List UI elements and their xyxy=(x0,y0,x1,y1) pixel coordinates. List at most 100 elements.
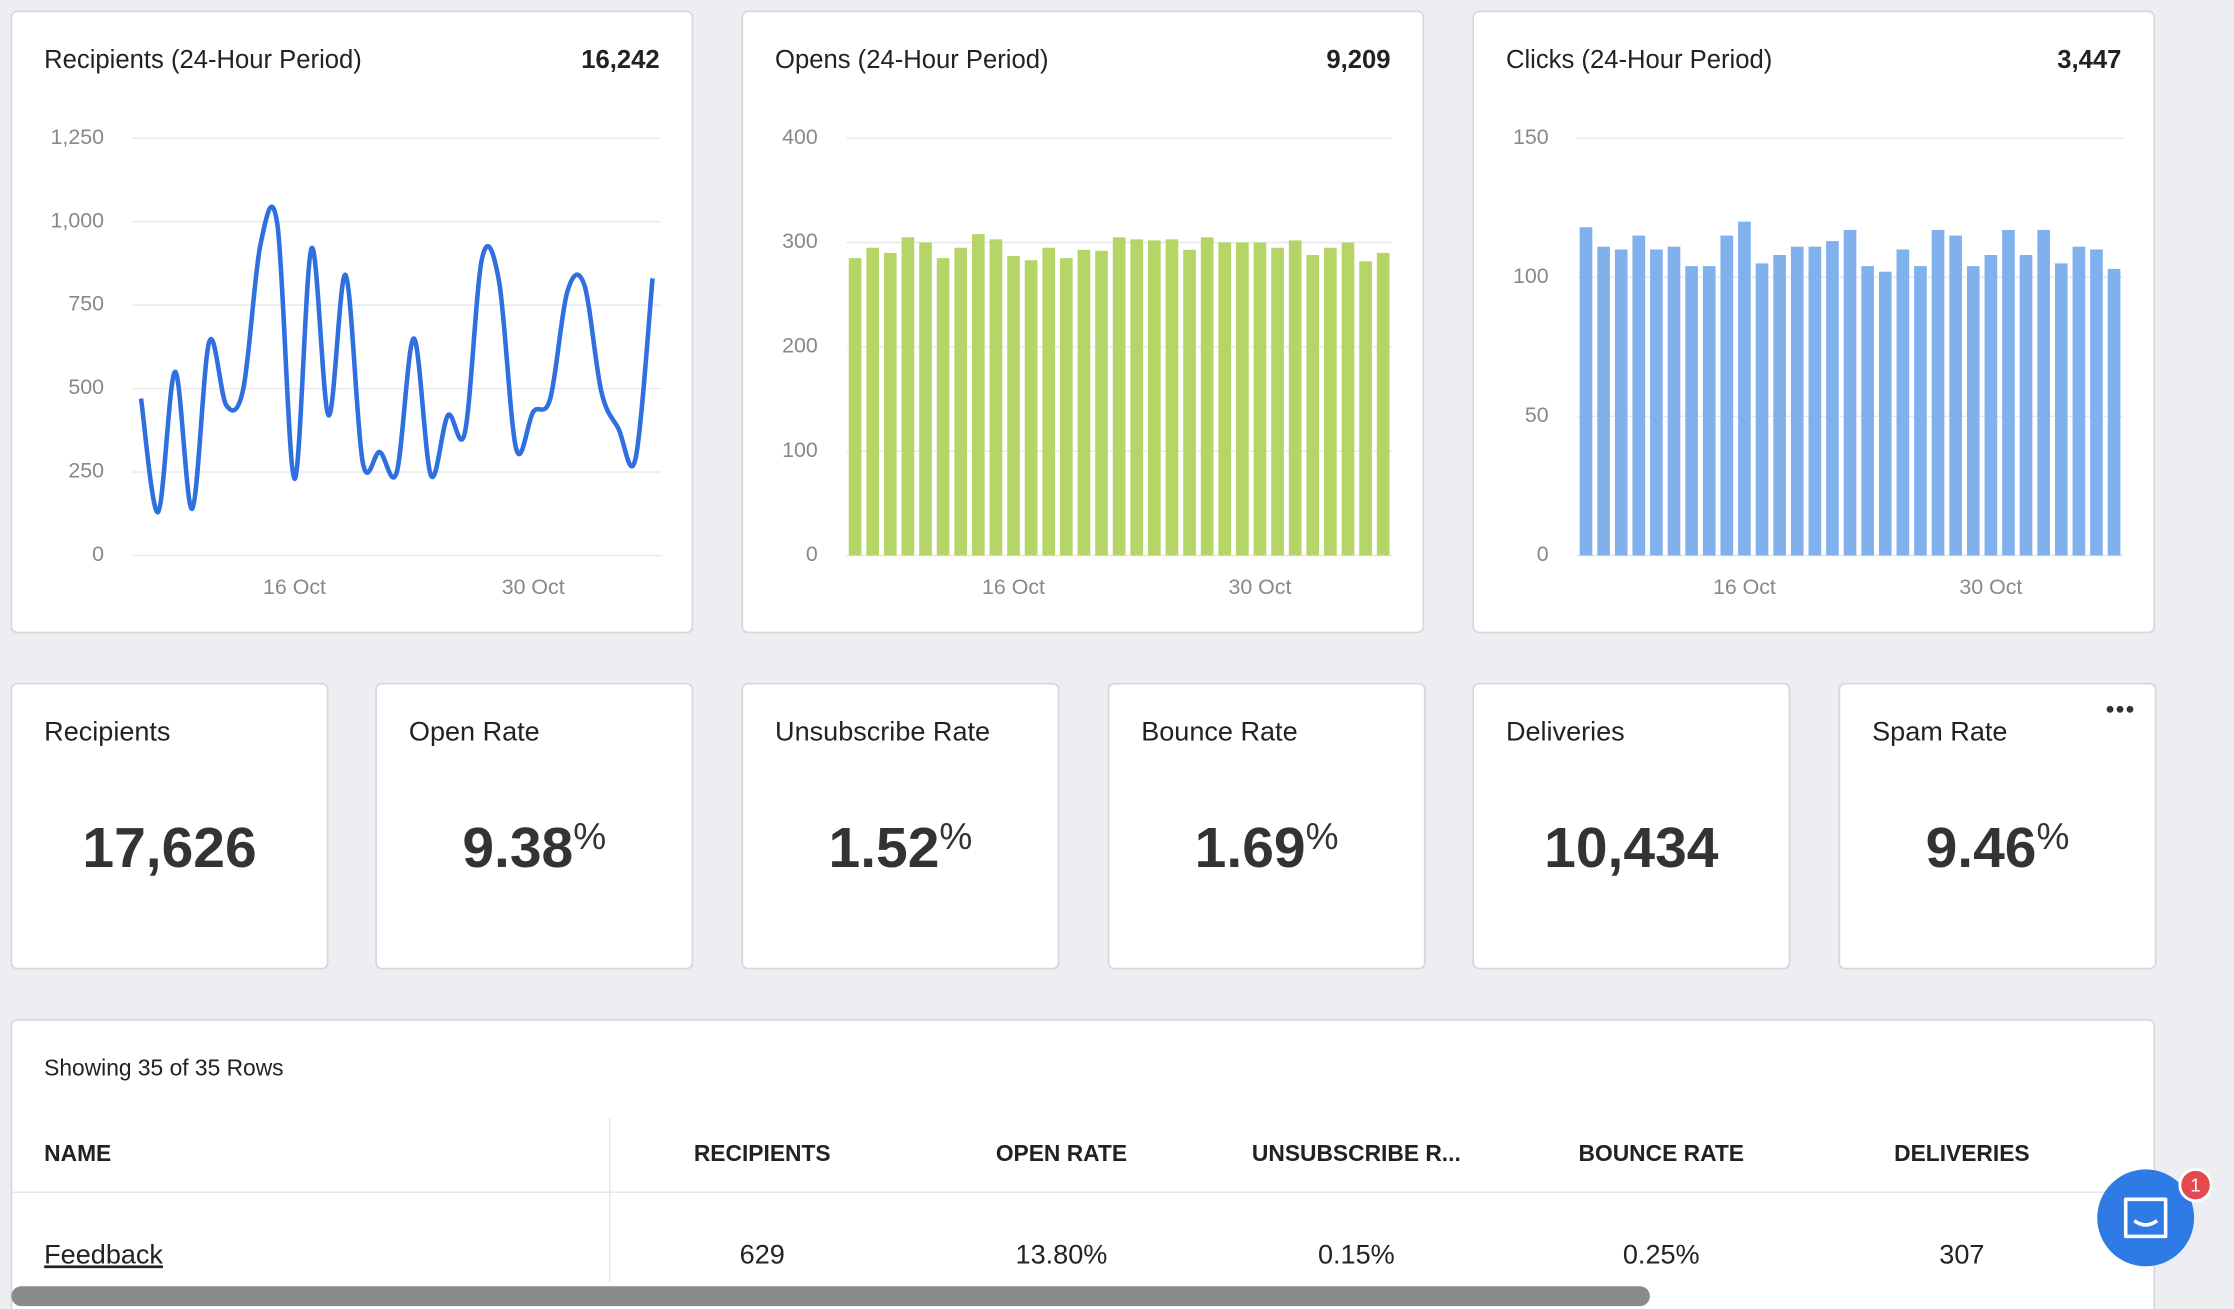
bar xyxy=(1984,255,1998,556)
bar xyxy=(2037,229,2050,556)
y-tick-label: 1,250 xyxy=(51,125,105,149)
chart-title: Opens (24-Hour Period) xyxy=(775,46,1049,74)
stat-value: 1.52% xyxy=(829,815,973,880)
table-cell: 307 xyxy=(1939,1239,1984,1269)
bar xyxy=(954,247,968,556)
column-header[interactable]: DELIVERIES xyxy=(1894,1140,2029,1166)
row-name-link[interactable]: Feedback xyxy=(44,1239,163,1269)
bar xyxy=(1949,235,1962,556)
bar xyxy=(1376,252,1390,556)
column-header[interactable]: UNSUBSCRIBE R... xyxy=(1252,1140,1461,1166)
stat-label: Bounce Rate xyxy=(1141,717,1297,747)
bar xyxy=(1007,256,1020,556)
y-tick-label: 0 xyxy=(806,542,818,566)
x-tick-label: 30 Oct xyxy=(1228,575,1291,599)
bar xyxy=(1077,249,1091,556)
bar xyxy=(2054,263,2068,556)
bar xyxy=(1288,240,1302,556)
column-header[interactable]: NAME xyxy=(44,1140,111,1166)
column-header[interactable]: RECIPIENTS xyxy=(694,1140,831,1166)
bar xyxy=(1773,255,1786,556)
bar xyxy=(866,247,880,556)
bar xyxy=(1826,241,1839,556)
bar xyxy=(1914,266,1927,556)
more-menu-dot[interactable] xyxy=(2106,705,2114,713)
stat-card xyxy=(10,682,329,970)
bar xyxy=(1200,237,1214,556)
chart-total: 9,209 xyxy=(1326,46,1390,74)
bar xyxy=(1148,240,1161,556)
line xyxy=(138,204,655,515)
stat-number: 10,434 xyxy=(1544,816,1719,880)
bar xyxy=(1095,250,1108,556)
stat-card xyxy=(1838,682,2157,970)
column-header[interactable]: BOUNCE RATE xyxy=(1579,1140,1744,1166)
stat-number: 1.69 xyxy=(1195,816,1306,880)
bar xyxy=(1359,261,1372,556)
bar xyxy=(1702,266,1716,556)
bar xyxy=(1808,246,1822,556)
bar xyxy=(1271,247,1284,556)
bar xyxy=(1896,249,1910,556)
y-tick-label: 300 xyxy=(782,229,818,253)
x-tick-label: 16 Oct xyxy=(263,575,326,599)
x-tick-label: 30 Oct xyxy=(1959,575,2022,599)
table-cell: 13.80% xyxy=(1016,1239,1108,1269)
stat-number: 9.38 xyxy=(462,816,573,880)
bar xyxy=(2072,246,2086,556)
chat-badge-count: 1 xyxy=(2190,1174,2200,1195)
chat-badge xyxy=(2178,1167,2213,1203)
bar xyxy=(901,237,915,556)
bar xyxy=(971,234,985,556)
bar xyxy=(1650,249,1663,556)
bar xyxy=(1685,266,1698,556)
y-tick-label: 100 xyxy=(782,438,818,462)
bar xyxy=(1183,249,1196,556)
y-tick-label: 0 xyxy=(92,542,104,566)
bar xyxy=(989,239,1003,556)
bar xyxy=(1878,271,1892,556)
chat-icon xyxy=(2123,1197,2168,1239)
bar xyxy=(1341,242,1355,556)
stat-unit: % xyxy=(939,815,972,857)
bar xyxy=(1253,242,1267,556)
bar xyxy=(919,242,932,556)
y-tick-label: 400 xyxy=(782,125,818,149)
y-tick-label: 750 xyxy=(68,292,104,316)
bar xyxy=(1324,247,1337,556)
stat-value: 1.69% xyxy=(1195,815,1339,880)
chat-button[interactable] xyxy=(2097,1169,2195,1267)
bar xyxy=(1218,242,1232,556)
stat-value: 10,434 xyxy=(1544,816,1719,880)
y-tick-label: 150 xyxy=(1513,125,1549,149)
bar xyxy=(1024,260,1038,556)
more-menu-dot[interactable] xyxy=(2116,705,2124,713)
bar xyxy=(2019,255,2033,556)
chart-title: Clicks (24-Hour Period) xyxy=(1506,46,1772,74)
stat-number: 17,626 xyxy=(82,816,256,880)
table-cell: 0.15% xyxy=(1318,1239,1395,1269)
stat-card xyxy=(1472,682,1791,970)
bar xyxy=(1667,246,1681,556)
bar xyxy=(883,252,897,556)
bar xyxy=(2107,268,2121,556)
column-header[interactable]: OPEN RATE xyxy=(996,1140,1127,1166)
more-menu-dot[interactable] xyxy=(2126,705,2134,713)
stat-number: 1.52 xyxy=(829,816,940,880)
bar xyxy=(1738,221,1751,556)
chart-total: 3,447 xyxy=(2057,46,2121,74)
bar xyxy=(1632,235,1646,556)
bar xyxy=(1931,229,1945,556)
bar xyxy=(1579,227,1593,556)
chart-total: 16,242 xyxy=(581,46,659,74)
horizontal-scrollbar[interactable] xyxy=(11,1286,1650,1307)
bar xyxy=(1306,255,1320,556)
stat-label: Unsubscribe Rate xyxy=(775,717,990,747)
bar xyxy=(1614,249,1628,556)
bar xyxy=(1843,229,1857,556)
bar xyxy=(1112,237,1126,556)
stat-unit: % xyxy=(2036,815,2069,857)
stat-value: 9.38% xyxy=(462,815,606,880)
y-tick-label: 100 xyxy=(1513,264,1549,288)
